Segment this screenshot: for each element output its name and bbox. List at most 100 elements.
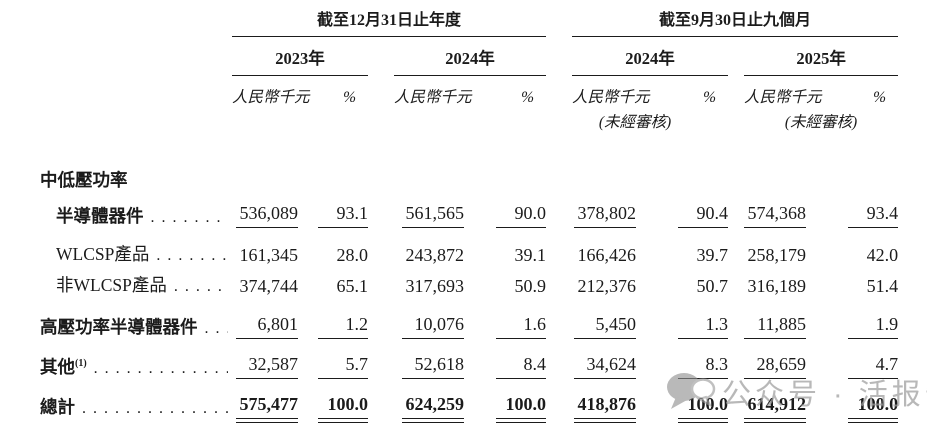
unit-label-amount: 人民幣千元 (572, 89, 650, 106)
spacer (0, 37, 232, 76)
spacer (0, 135, 927, 167)
percent-cell (806, 167, 898, 197)
spacer (546, 2, 572, 37)
amount-cell: 574,368 (744, 197, 807, 233)
row-label-wrap: 非WLCSP產品 . . . . . . . . . . . . . . . . … (0, 272, 232, 297)
percent-cell: 39.1 (464, 233, 547, 271)
percent-cell: 39.7 (636, 233, 729, 271)
percent-cell (636, 167, 728, 197)
amount-cell: 6,801 (232, 302, 298, 344)
amount-value: 243,872 (405, 245, 465, 265)
amount-value: 316,189 (747, 276, 807, 296)
percent-cell: 50.9 (464, 271, 547, 302)
amount-cell: 316,189 (744, 271, 807, 302)
table-row: WLCSP產品 . . . . . . . . . . . . . . . . .… (0, 233, 927, 271)
amount-cell: 536,089 (232, 197, 298, 233)
year-header-2024fy: 2024年 (394, 36, 547, 76)
percent-cell: 8.4 (464, 344, 547, 384)
unit-label-percent: % (873, 89, 887, 106)
spacer (898, 344, 927, 384)
amount-value: 10,076 (402, 314, 464, 339)
amount-cell: 624,259 (394, 384, 464, 424)
table-row: 非WLCSP產品 . . . . . . . . . . . . . . . . … (0, 271, 927, 302)
amount-cell (232, 167, 298, 197)
dot-leader: . . . . . . . . . . . . . . . . . . . . … (173, 278, 228, 295)
percent-cell: 90.4 (636, 197, 729, 233)
row-label-cell: 中低壓功率 (0, 167, 232, 197)
table-row: 總計 . . . . . . . . . . . . . . . . . . . … (0, 384, 927, 424)
unit-label-percent: % (703, 89, 717, 106)
amount-cell: 212,376 (572, 271, 637, 302)
amount-value: 258,179 (747, 245, 807, 265)
spacer (546, 271, 572, 302)
amount-value: 52,618 (402, 354, 464, 379)
amount-value: 614,912 (744, 394, 807, 423)
amount-cell: 32,587 (232, 344, 298, 384)
spacer (546, 76, 572, 108)
table-row: 中低壓功率 (0, 167, 927, 197)
percent-cell: 5.7 (298, 344, 368, 384)
amount-cell (572, 167, 636, 197)
spacer (546, 167, 572, 197)
row-label: 總計 (40, 397, 75, 417)
spacer (728, 344, 744, 384)
percent-cell: 51.4 (806, 271, 899, 302)
percent-cell: 4.7 (806, 344, 899, 384)
amount-value: 166,426 (577, 245, 637, 265)
unit-label-percent: % (343, 89, 356, 106)
percent-cell (464, 167, 546, 197)
amount-cell: 374,744 (232, 271, 299, 302)
percent-cell (298, 167, 368, 197)
amount-value: 561,565 (402, 203, 464, 228)
amount-value: 378,802 (574, 203, 637, 228)
row-label-cell: WLCSP產品 . . . . . . . . . . . . . . . . .… (0, 233, 232, 271)
percent-value: 90.4 (678, 203, 729, 228)
amount-cell: 161,345 (232, 233, 299, 271)
spacer (232, 107, 368, 135)
spacer (898, 2, 927, 37)
amount-cell: 258,179 (744, 233, 807, 271)
year-header-2023: 2023年 (232, 36, 368, 76)
dot-leader: . . . . . . . . . . . . . . . . . . . . … (150, 209, 229, 226)
amount-value: 5,450 (574, 314, 637, 339)
percent-cell: 100.0 (806, 384, 899, 424)
row-label-cell: 半導體器件 . . . . . . . . . . . . . . . . . .… (0, 197, 232, 233)
amount-value: 6,801 (236, 314, 298, 339)
row-label-cell: 其他(1) . . . . . . . . . . . . . . . . . .… (0, 344, 232, 384)
spacer (368, 233, 394, 271)
unaudited-note: (未經審核) (598, 114, 672, 131)
amount-cell: 418,876 (572, 384, 637, 424)
row-label-wrap: 高壓功率半導體器件 . . . . . . . . . . . . . . . .… (0, 314, 232, 339)
unit-label-percent: % (521, 89, 535, 106)
percent-value: 1.6 (496, 314, 547, 339)
unaudited-note-row: (未經審核) (未經審核) (0, 107, 927, 135)
spacer (546, 344, 572, 384)
amount-cell: 243,872 (394, 233, 465, 271)
row-label: 高壓功率半導體器件 (40, 317, 198, 337)
row-label: WLCSP產品 (56, 244, 150, 264)
amount-cell: 614,912 (744, 384, 807, 424)
amount-cell: 317,693 (394, 271, 465, 302)
spacer (368, 302, 394, 344)
amount-cell: 34,624 (572, 344, 637, 384)
spacer (394, 107, 546, 135)
percent-value: 1.9 (848, 314, 899, 339)
percent-value: 93.1 (318, 203, 368, 228)
percent-value: 1.3 (678, 314, 729, 339)
spacer (728, 197, 744, 233)
percent-cell: 42.0 (806, 233, 899, 271)
table-row: 高壓功率半導體器件 . . . . . . . . . . . . . . . .… (0, 302, 927, 344)
percent-cell: 100.0 (636, 384, 729, 424)
amount-cell: 378,802 (572, 197, 637, 233)
unit-label-amount: 人民幣千元 (744, 89, 822, 106)
amount-cell (394, 167, 464, 197)
spacer (368, 76, 394, 108)
percent-value: 51.4 (866, 276, 899, 296)
spacer (0, 2, 232, 37)
spacer (368, 344, 394, 384)
year-header-row: 2023年 2024年 2024年 2025年 (0, 36, 927, 76)
row-label-wrap: 中低壓功率 (0, 167, 232, 192)
spacer (546, 233, 572, 271)
amount-cell: 52,618 (394, 344, 464, 384)
spacer (728, 107, 744, 135)
